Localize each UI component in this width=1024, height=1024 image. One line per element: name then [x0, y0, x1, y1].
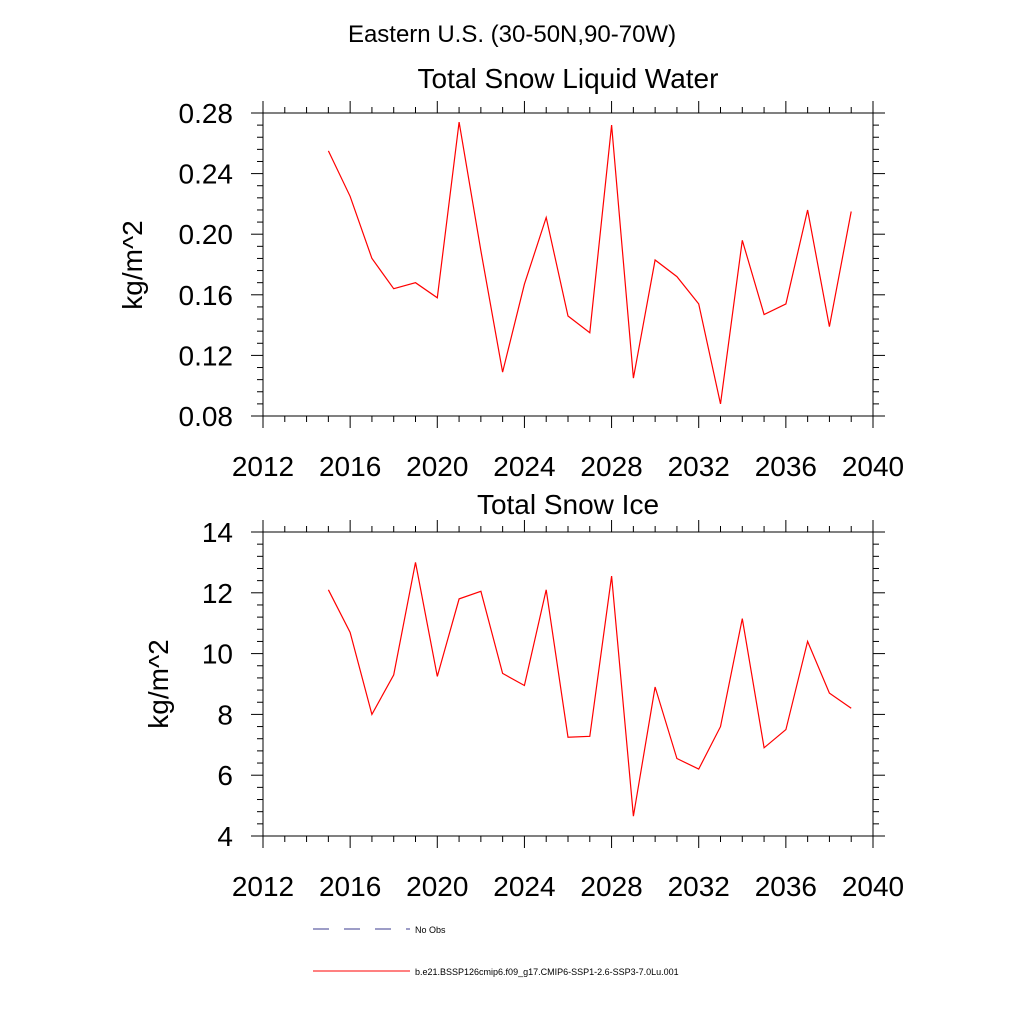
y-tick-label: 0.20 — [179, 219, 234, 250]
y-tick-label: 0.16 — [179, 280, 234, 311]
y-tick-label: 10 — [202, 639, 233, 670]
y-axis-label: kg/m^2 — [117, 220, 148, 309]
x-tick-label: 2016 — [319, 871, 381, 902]
x-tick-label: 2016 — [319, 451, 381, 482]
x-tick-label: 2040 — [842, 871, 904, 902]
x-tick-label: 2020 — [406, 451, 468, 482]
x-tick-label: 2036 — [755, 451, 817, 482]
y-tick-label: 0.24 — [179, 159, 234, 190]
figure-title: Eastern U.S. (30-50N,90-70W) — [348, 21, 676, 48]
y-axis-label: kg/m^2 — [143, 639, 174, 728]
x-tick-label: 2024 — [493, 451, 555, 482]
y-tick-label: 14 — [202, 517, 233, 548]
x-tick-label: 2032 — [668, 871, 730, 902]
legend-label: No Obs — [415, 925, 446, 935]
y-tick-label: 12 — [202, 578, 233, 609]
x-tick-label: 2012 — [232, 871, 294, 902]
x-tick-label: 2028 — [580, 871, 642, 902]
x-tick-label: 2012 — [232, 451, 294, 482]
y-tick-label: 4 — [217, 821, 233, 852]
plot-frame — [262, 112, 874, 417]
legend-label: b.e21.BSSP126cmip6.f09_g17.CMIP6-SSP1-2.… — [415, 967, 679, 977]
x-tick-label: 2020 — [406, 871, 468, 902]
y-tick-label: 6 — [217, 760, 233, 791]
x-tick-label: 2040 — [842, 451, 904, 482]
x-tick-label: 2036 — [755, 871, 817, 902]
panel-snow-ice: Total Snow Ice kg/m^2 2012 2016 2020 2024 2028… — [143, 489, 904, 902]
y-tick-label: 0.12 — [179, 340, 234, 371]
panel-title: Total Snow Ice — [477, 489, 659, 520]
y-tick-label: 0.28 — [179, 98, 234, 129]
series-line — [327, 562, 852, 817]
x-tick-label: 2024 — [493, 871, 555, 902]
y-tick-label: 0.08 — [179, 401, 234, 432]
plot-frame — [262, 531, 874, 837]
series-line — [327, 121, 852, 405]
x-tick-label: 2032 — [668, 451, 730, 482]
x-tick-label: 2028 — [580, 451, 642, 482]
panel-snow-liquid-water: Total Snow Liquid Water kg/m^2 2012 2016 202… — [117, 63, 904, 482]
y-tick-label: 8 — [217, 699, 233, 730]
legend: No Obs b.e21.BSSP126cmip6.f09_g17.CMIP6-S… — [313, 925, 679, 977]
panel-title: Total Snow Liquid Water — [418, 63, 719, 94]
